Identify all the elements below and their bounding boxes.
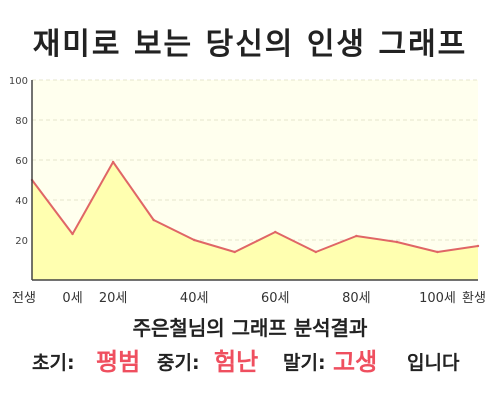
area-fill — [32, 162, 478, 280]
result-line: 초기: 평범 중기: 험난 말기: 고생 입니다 — [0, 348, 500, 378]
series-line-segment — [437, 245, 479, 253]
series-line-segment — [153, 219, 195, 241]
data-point — [71, 232, 74, 236]
data-point — [395, 240, 399, 244]
series-line-segment — [234, 231, 276, 253]
data-point — [152, 218, 155, 222]
series-line-segment — [31, 179, 74, 235]
x-tick-label: 60세 — [261, 291, 290, 305]
early-label: 초기: — [32, 352, 75, 374]
x-tick-label: 20세 — [99, 291, 128, 305]
data-point — [355, 234, 358, 238]
chart-title: 재미로 보는 당신의 인생 그래프 — [32, 27, 468, 62]
mid-label: 중기: — [157, 352, 200, 374]
data-point — [476, 244, 480, 248]
data-point — [111, 160, 115, 164]
life-graph-chart: 20 40 60 80 100 전생 0세 20세 40세 60세 80세 100세 환생 — [9, 76, 486, 305]
y-tick-label: 20 — [15, 236, 28, 247]
x-tick-label: 전생 — [12, 291, 36, 305]
y-tick-label: 60 — [15, 156, 28, 167]
x-tick-label: 환생 — [462, 291, 486, 305]
y-tick-label: 100 — [9, 76, 28, 87]
mid-value: 험난 — [214, 348, 259, 376]
series-line-segment — [396, 241, 438, 253]
data-point — [233, 250, 236, 254]
late-value: 고생 — [333, 348, 378, 376]
summary-heading: 주은철님의 그래프 분석결과 — [132, 316, 368, 340]
late-label: 말기: — [283, 352, 326, 374]
x-tick-label: 40세 — [180, 291, 209, 305]
y-tick-label: 80 — [15, 116, 28, 127]
data-point — [436, 250, 439, 254]
series-line-segment — [193, 239, 236, 253]
series-line-segment — [71, 161, 114, 235]
y-tick-label: 40 — [15, 196, 28, 207]
early-value: 평범 — [96, 348, 141, 376]
data-point — [274, 230, 277, 234]
series-line-segment — [274, 231, 317, 253]
x-tick-label: 0세 — [62, 291, 82, 305]
series-line-segment — [356, 235, 398, 243]
x-tick-label: 80세 — [342, 291, 371, 305]
data-point — [192, 238, 196, 242]
x-tick-label: 100세 — [419, 291, 456, 305]
data-point — [314, 250, 318, 254]
series-line-segment — [112, 161, 155, 221]
ending-text: 입니다 — [407, 352, 460, 374]
series-line-segment — [315, 235, 357, 253]
